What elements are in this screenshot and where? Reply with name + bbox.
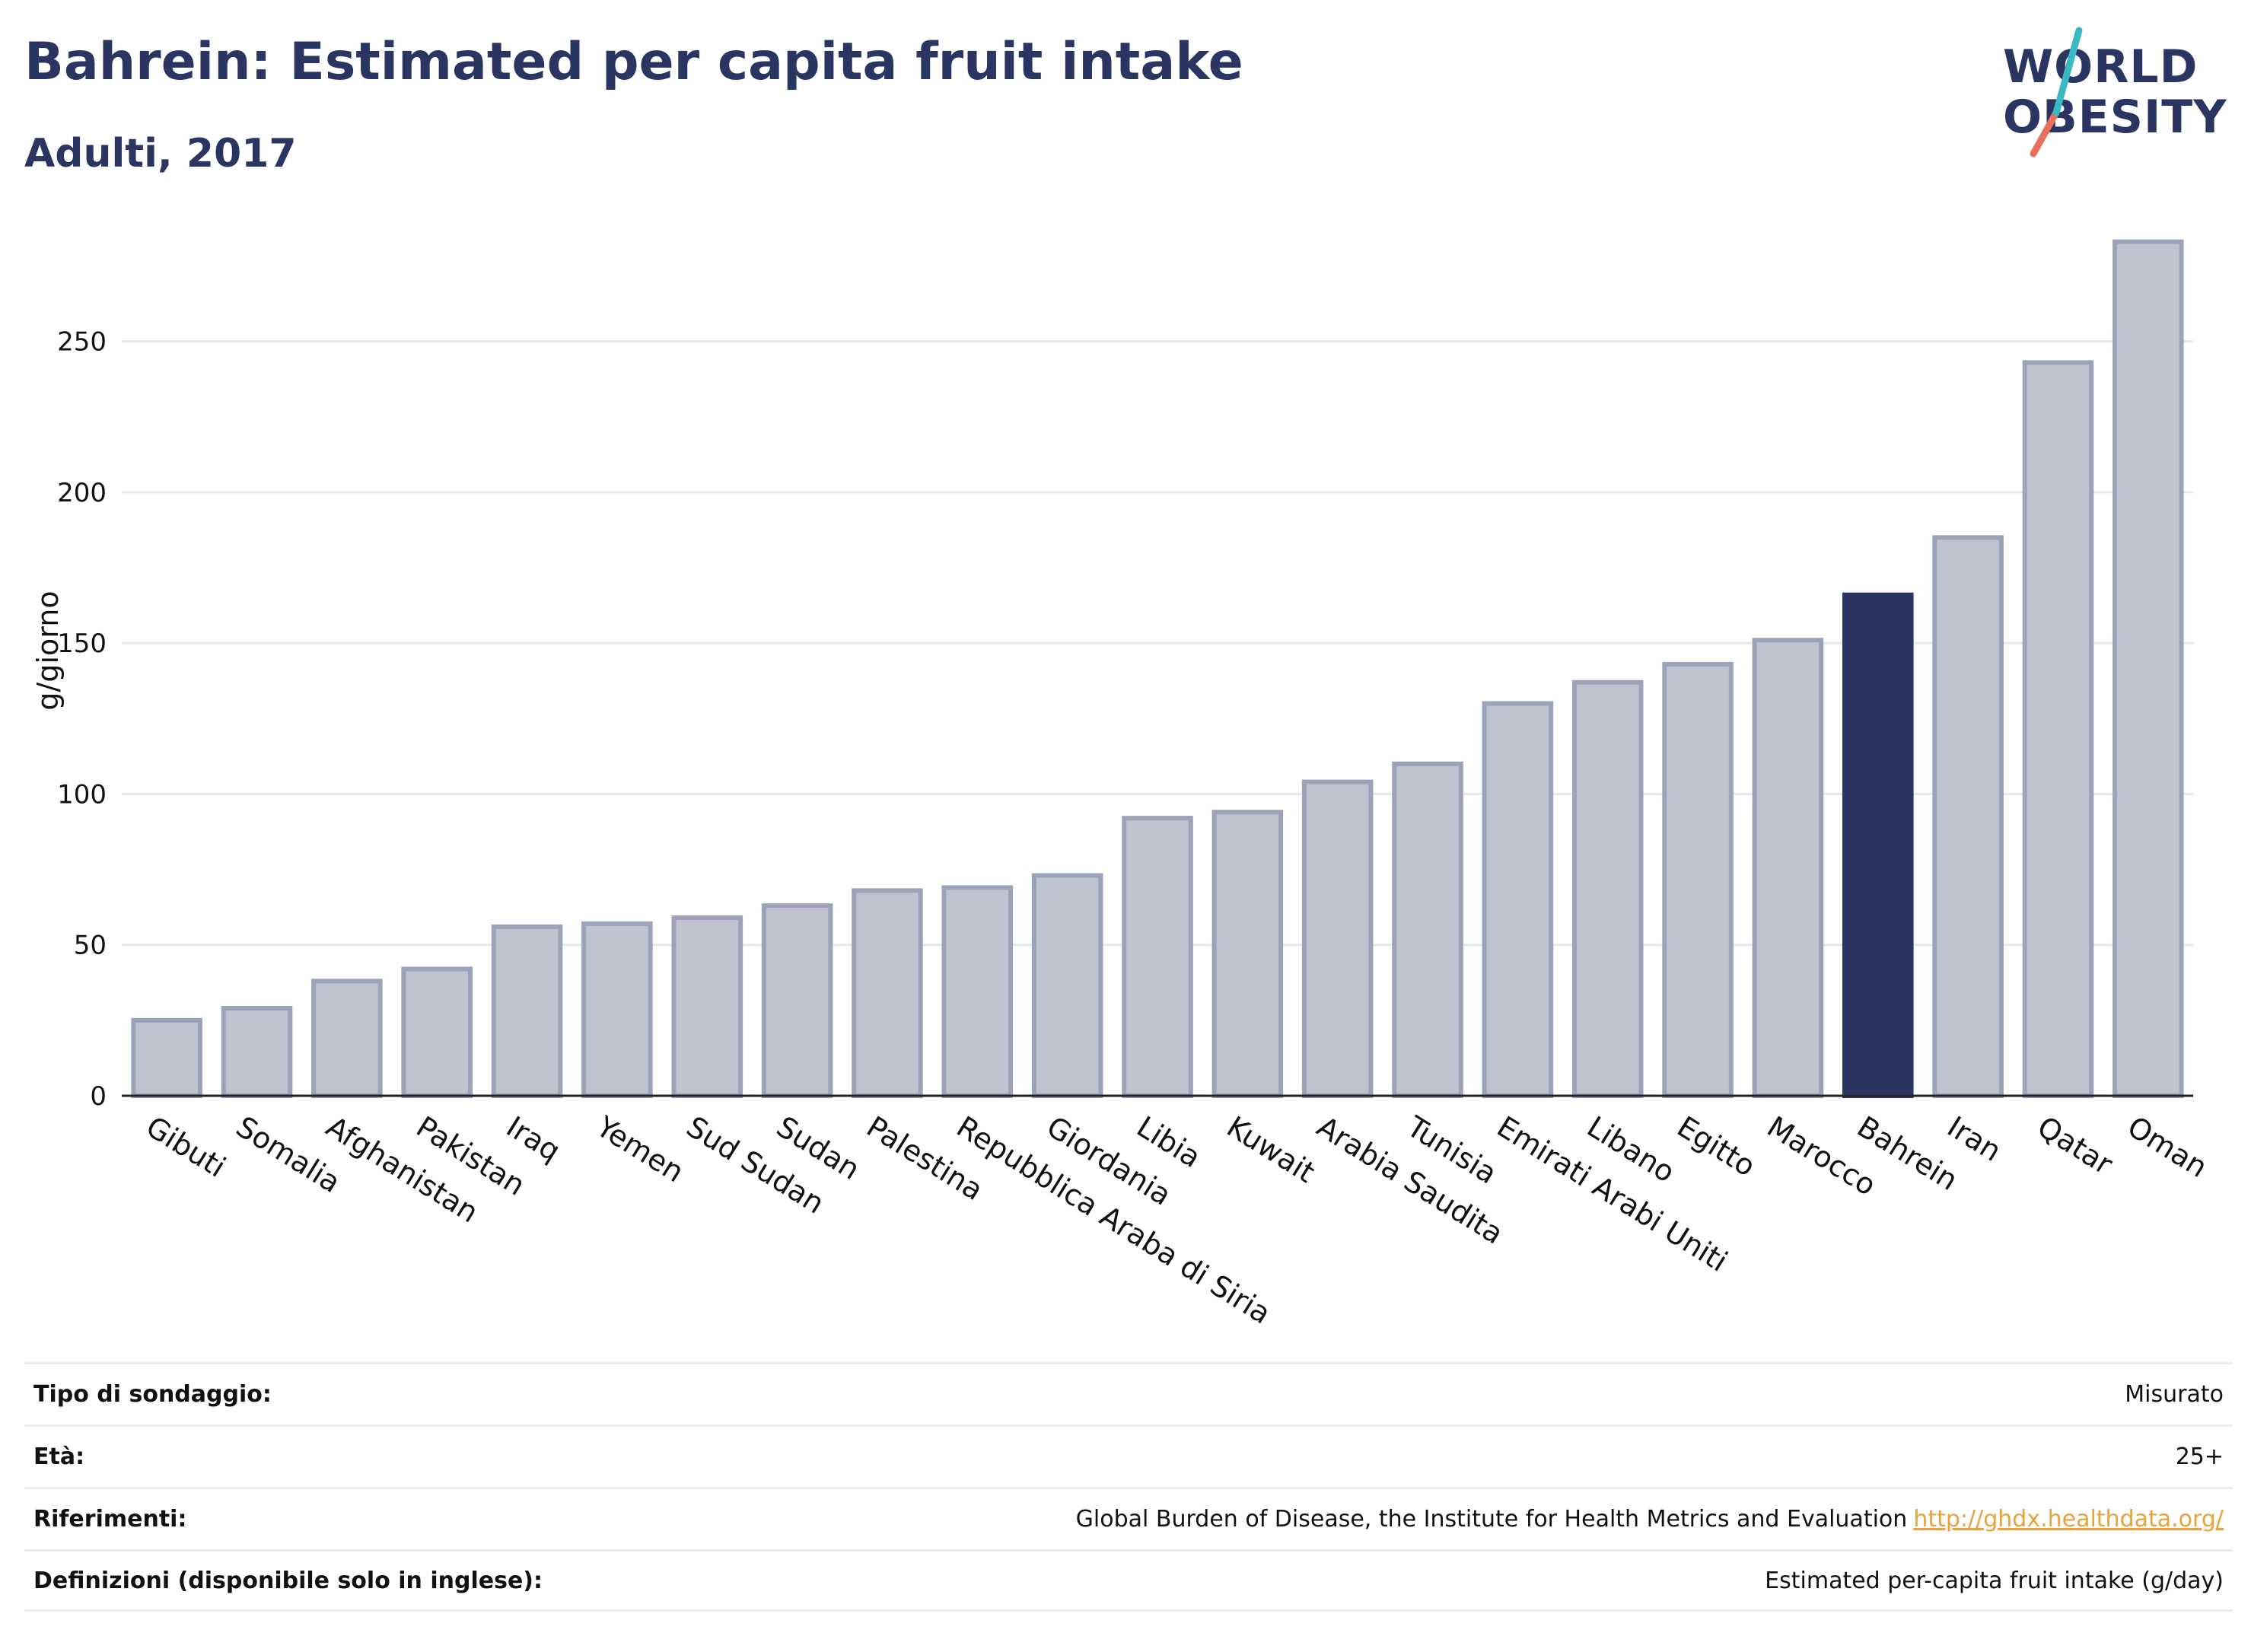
bar-arabia-saudita[interactable] [1301, 779, 1374, 1098]
chart-title: Bahrein: Estimated per capita fruit inta… [24, 32, 1243, 92]
bars [131, 239, 2184, 1099]
bar-afghanistan[interactable] [311, 979, 383, 1098]
meta-value: Global Burden of Disease, the Institute … [1075, 1506, 1908, 1533]
reference-link[interactable]: http://ghdx.healthdata.org/ [1913, 1506, 2224, 1533]
bar-iraq[interactable] [491, 924, 563, 1098]
x-tick-label: Gibuti [140, 1109, 231, 1184]
meta-row-age: Età: 25+ [24, 1424, 2233, 1487]
y-tick-label: 200 [57, 478, 107, 508]
x-tick-label: Repubblica Araba di Siria [951, 1109, 1277, 1330]
meta-value: 25+ [2175, 1444, 2224, 1470]
x-tick-label: Yemen [590, 1109, 689, 1189]
bar-egitto[interactable] [1662, 661, 1734, 1098]
y-tick-label: 150 [57, 629, 107, 659]
bar-pakistan[interactable] [401, 966, 473, 1098]
bar-kuwait[interactable] [1211, 810, 1284, 1098]
bar-yemen[interactable] [581, 921, 653, 1099]
metadata-table: Tipo di sondaggio: Misurato Età: 25+ Rif… [24, 1362, 2233, 1612]
meta-label: Riferimenti: [33, 1506, 187, 1533]
bar-iran[interactable] [1932, 535, 2004, 1098]
bar-repubblica-araba-di-siria[interactable] [941, 885, 1014, 1098]
x-tick-label: Iraq [501, 1109, 566, 1168]
y-tick-label: 0 [90, 1081, 107, 1112]
meta-value: Misurato [2125, 1381, 2224, 1408]
meta-value-group: Global Burden of Disease, the Institute … [1076, 1506, 2224, 1533]
logo-slash-icon [2030, 27, 2083, 158]
meta-row-definitions: Definizioni (disponibile solo in inglese… [24, 1549, 2233, 1612]
chart-subtitle: Adulti, 2017 [24, 131, 297, 177]
bar-chart: 0 50 100 150 200 250 GibutiSomaliaAfghanistan… [31, 239, 2213, 1331]
y-tick-label: 100 [57, 779, 107, 810]
bar-libia[interactable] [1122, 816, 1193, 1098]
bar-sud-sudan[interactable] [671, 915, 743, 1098]
bar-sudan[interactable] [761, 903, 833, 1098]
meta-value: Estimated per-capita fruit intake (g/day… [1765, 1567, 2224, 1594]
meta-label: Definizioni (disponibile solo in inglese… [33, 1567, 543, 1594]
meta-label: Età: [33, 1444, 85, 1470]
bar-oman[interactable] [2113, 239, 2184, 1098]
x-tick-label: Egitto [1671, 1109, 1761, 1183]
x-tick-label: Kuwait [1221, 1109, 1321, 1189]
y-tick-label: 50 [74, 931, 107, 961]
bar-palestina[interactable] [852, 888, 923, 1099]
meta-row-references: Riferimenti: Global Burden of Disease, t… [24, 1487, 2233, 1549]
x-tick-label: Iran [1941, 1109, 2007, 1168]
bar-marocco[interactable] [1752, 638, 1824, 1098]
logo-word-world: WORLD [2003, 40, 2198, 94]
bar-qatar[interactable] [2022, 360, 2094, 1098]
logo-word-obesity: OBESITY [2003, 91, 2227, 144]
bar-somalia[interactable] [221, 1006, 293, 1098]
y-tick-label: 250 [57, 327, 107, 358]
bar-bahrein[interactable] [1842, 592, 1914, 1098]
bar-libano[interactable] [1571, 680, 1644, 1098]
x-tick-label: Oman [2122, 1109, 2213, 1184]
bar-giordania[interactable] [1031, 873, 1103, 1098]
x-tick-label: Qatar [2032, 1109, 2119, 1181]
world-obesity-logo: WORLD OBESITY [1979, 23, 2237, 160]
bar-tunisia[interactable] [1392, 761, 1463, 1098]
meta-label: Tipo di sondaggio: [33, 1381, 272, 1408]
bar-emirati-arabi-uniti[interactable] [1482, 701, 1554, 1098]
meta-row-survey-type: Tipo di sondaggio: Misurato [24, 1362, 2233, 1424]
bar-gibuti[interactable] [131, 1017, 202, 1098]
y-tick-labels: 0 50 100 150 200 250 [57, 327, 107, 1112]
y-axis-label: g/giorno [31, 590, 65, 710]
